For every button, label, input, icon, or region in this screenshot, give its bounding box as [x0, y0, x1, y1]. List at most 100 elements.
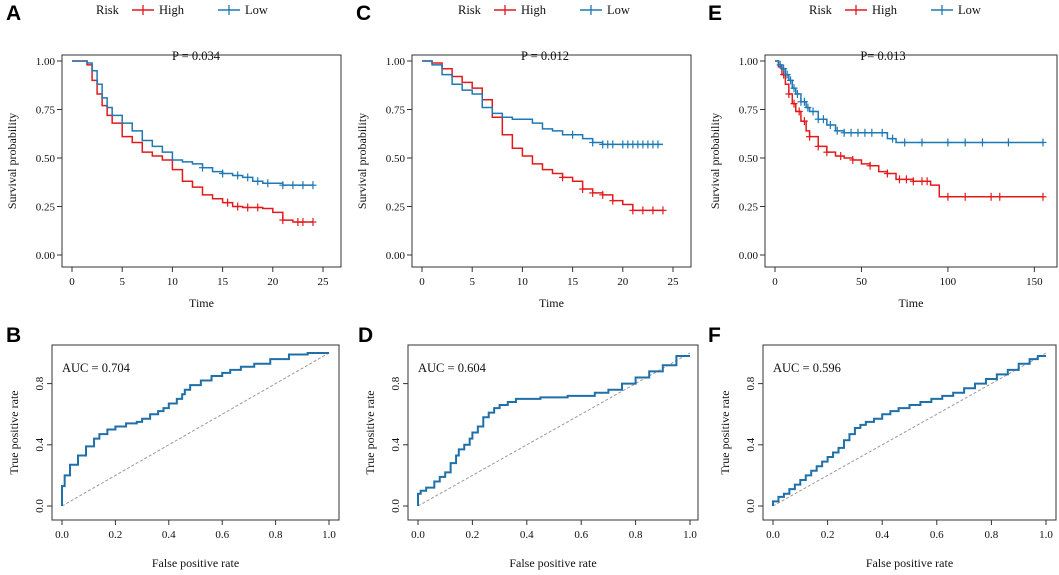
x-tick-label: 0.4 — [520, 529, 534, 541]
x-tick-label: 0.8 — [269, 529, 283, 541]
x-axis-label: Time — [899, 296, 924, 310]
plot-frame — [407, 344, 699, 521]
panel-letter: E — [708, 2, 722, 25]
x-tick-label: 0.2 — [109, 529, 123, 541]
x-tick-label: 15 — [217, 276, 229, 288]
y-tick-label: 1.00 — [386, 56, 406, 68]
x-tick-label: 0.2 — [821, 529, 835, 541]
plot-frame — [762, 344, 1057, 521]
y-axis-label: True positive rate — [718, 390, 732, 474]
x-tick-label: 0.0 — [411, 529, 425, 541]
km-curve-low — [775, 60, 1043, 144]
y-tick-label: 0.25 — [739, 202, 759, 214]
x-tick-label: 20 — [267, 276, 279, 288]
y-axis-label: True positive rate — [363, 390, 377, 474]
x-tick-label: 25 — [318, 276, 330, 288]
roc-curve — [772, 355, 1046, 506]
x-axis-label: False positive rate — [152, 556, 239, 570]
x-tick-label: 5 — [469, 276, 475, 288]
y-tick-label: 0.0 — [745, 499, 757, 513]
x-tick-label: 0.6 — [215, 529, 229, 541]
x-tick-label: 10 — [167, 276, 179, 288]
y-tick-label: 0.4 — [390, 437, 402, 451]
legend: Risk High Low — [458, 3, 630, 17]
roc-curve — [61, 352, 329, 506]
x-tick-label: 0.4 — [162, 529, 176, 541]
km-curve-high — [422, 60, 663, 212]
y-tick-label: 0.4 — [34, 437, 46, 451]
x-tick-label: 0.6 — [574, 529, 588, 541]
x-tick-label: 100 — [940, 276, 957, 288]
y-tick-label: 0.00 — [386, 250, 406, 262]
legend-label-high: High — [521, 3, 547, 17]
y-tick-label: 0.8 — [745, 376, 757, 390]
x-tick-label: 10 — [517, 276, 529, 288]
panel-a: A 0 5 10 15 20 25 0.00 0.25 0.50 0.75 1.00 Time Survi… — [5, 2, 342, 310]
diagonal-reference-line — [772, 352, 1047, 507]
p-value-annotation: P = 0.034 — [172, 49, 221, 63]
x-tick-label: 0.0 — [766, 529, 780, 541]
panel-letter: C — [356, 2, 371, 25]
plot-frame — [51, 344, 340, 521]
km-curve-low — [422, 60, 663, 146]
x-axis-label: Time — [189, 296, 214, 310]
y-tick-label: 0.00 — [36, 250, 56, 262]
auc-annotation: AUC = 0.704 — [62, 361, 131, 375]
km-curve-high — [775, 60, 1043, 198]
legend-title: Risk — [96, 3, 120, 17]
roc-curve — [417, 355, 690, 506]
y-tick-label: 0.50 — [386, 153, 406, 165]
y-tick-label: 0.8 — [390, 376, 402, 390]
x-tick-label: 150 — [1026, 276, 1043, 288]
y-tick-label: 0.4 — [745, 437, 757, 451]
panel-d: D 0.0 0.2 0.4 0.6 0.8 1.0 0.0 0.4 0.8 False positi… — [358, 324, 699, 570]
x-tick-label: 0.0 — [55, 529, 69, 541]
y-tick-label: 1.00 — [36, 56, 56, 68]
y-tick-label: 0.50 — [36, 153, 56, 165]
y-tick-label: 0.75 — [36, 105, 56, 117]
x-tick-label: 0 — [419, 276, 425, 288]
panel-f: F 0.0 0.2 0.4 0.6 0.8 1.0 0.0 0.4 0.8 False positi… — [708, 324, 1057, 570]
x-tick-label: 5 — [119, 276, 125, 288]
panel-c: C 0 5 10 15 20 25 0.00 0.25 0.50 0.75 1.00 Time Survi… — [355, 2, 692, 310]
y-tick-label: 0.25 — [36, 202, 56, 214]
y-axis-label: Survival probability — [708, 113, 722, 209]
y-axis-label: Survival probability — [355, 113, 369, 209]
legend-label-low: Low — [245, 3, 268, 17]
x-tick-label: 0.8 — [985, 529, 999, 541]
auc-annotation: AUC = 0.596 — [773, 361, 841, 375]
y-tick-label: 0.0 — [34, 499, 46, 513]
x-axis-label: False positive rate — [509, 556, 596, 570]
y-axis-label: True positive rate — [7, 390, 21, 474]
panel-b: B 0.0 0.2 0.4 0.6 0.8 1.0 0.0 0.4 0.8 False positi… — [6, 324, 340, 570]
panel-letter: B — [6, 324, 21, 347]
x-tick-label: 20 — [617, 276, 629, 288]
legend-label-high: High — [159, 3, 185, 17]
legend-label-low: Low — [607, 3, 630, 17]
x-tick-label: 1.0 — [683, 529, 697, 541]
y-tick-label: 0.00 — [739, 250, 759, 262]
x-tick-label: 15 — [567, 276, 579, 288]
y-tick-label: 0.25 — [386, 202, 406, 214]
plot-frame — [411, 54, 692, 268]
panel-e: E 0 50 100 150 0.00 0.25 0.50 0.75 1.00 Time Surviv… — [708, 2, 1058, 310]
legend-label-low: Low — [958, 3, 981, 17]
km-curve-low — [72, 60, 313, 186]
km-curve-high — [72, 60, 313, 223]
x-tick-label: 1.0 — [322, 529, 336, 541]
x-tick-label: 1.0 — [1039, 529, 1053, 541]
panel-letter: F — [708, 324, 721, 347]
y-tick-label: 0.0 — [390, 499, 402, 513]
y-tick-label: 1.00 — [739, 56, 759, 68]
panel-letter: D — [358, 324, 373, 347]
x-tick-label: 0 — [772, 276, 778, 288]
p-value-annotation: P = 0.012 — [521, 49, 569, 63]
auc-annotation: AUC = 0.604 — [418, 361, 487, 375]
legend: Risk High Low — [96, 3, 268, 17]
panel-letter: A — [6, 2, 21, 25]
y-axis-label: Survival probability — [5, 113, 19, 209]
y-tick-label: 0.8 — [34, 376, 46, 390]
y-tick-label: 0.75 — [739, 105, 759, 117]
diagonal-reference-line — [61, 352, 330, 507]
